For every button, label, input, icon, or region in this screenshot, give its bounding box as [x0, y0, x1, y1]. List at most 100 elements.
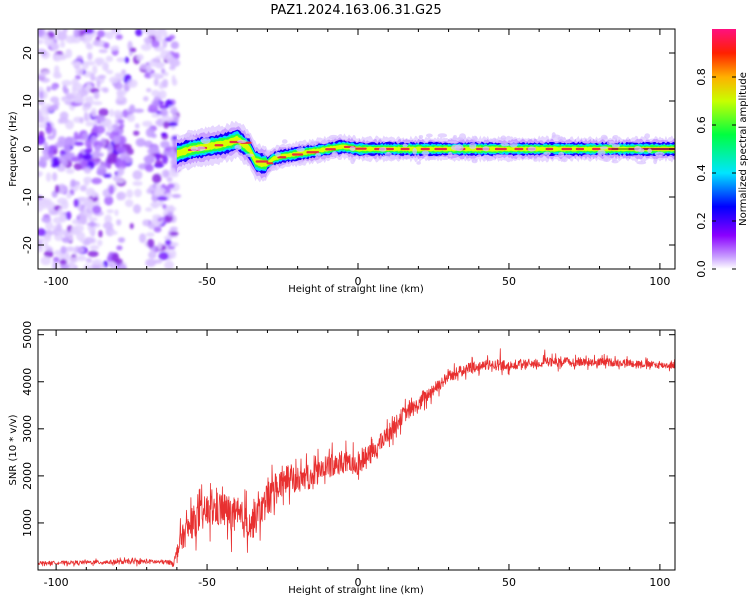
noise-blob: [116, 263, 128, 269]
track-scatter-blob: [184, 132, 194, 140]
noise-blob: [114, 72, 123, 78]
noise-blob: [117, 167, 125, 176]
track-scatter-blob: [296, 147, 305, 153]
noise-blob: [163, 121, 170, 129]
colorbar-tick-label: 0.8: [695, 68, 708, 86]
noise-blob: [73, 198, 79, 208]
noise-blob: [149, 145, 159, 151]
snr-y-tick-label: 2000: [21, 462, 34, 490]
track-scatter-blob: [454, 144, 464, 152]
noise-blob: [44, 109, 50, 116]
noise-blob: [167, 122, 178, 127]
track-scatter-blob: [469, 142, 477, 150]
track-scatter-blob: [262, 152, 270, 157]
snr-y-axis: 1000 2000 3000 4000 5000: [21, 321, 675, 537]
noise-blob: [49, 104, 59, 111]
noise-blob: [85, 121, 95, 127]
track-scatter-blob: [309, 140, 317, 147]
noise-blob: [98, 108, 109, 117]
noise-blob: [79, 214, 88, 225]
noise-blob: [83, 263, 91, 269]
noise-blob: [136, 53, 144, 61]
track-scatter-blob: [412, 147, 417, 155]
track-scatter-blob: [328, 134, 339, 140]
noise-blob: [155, 62, 165, 69]
noise-blob: [73, 131, 79, 140]
noise-blob: [169, 59, 181, 67]
noise-blob: [45, 172, 52, 182]
noise-blob: [108, 76, 120, 84]
noise-blob: [46, 247, 54, 252]
noise-blob: [173, 116, 179, 124]
spectrogram-x-axis: -100 -50 0 50 100: [44, 29, 670, 288]
noise-blob: [111, 45, 120, 51]
noise-blob: [71, 219, 80, 225]
noise-blob: [65, 168, 75, 174]
noise-blob: [133, 204, 142, 214]
noise-blob: [98, 74, 107, 79]
noise-blob: [157, 199, 164, 207]
noise-blob: [171, 194, 182, 199]
noise-blob: [158, 90, 167, 100]
colorbar-tick-label: 0.4: [695, 164, 708, 182]
noise-blob: [94, 145, 101, 153]
track-scatter-blob: [427, 155, 436, 161]
noise-blob: [75, 67, 84, 76]
noise-blob: [45, 125, 53, 135]
noise-blob: [115, 145, 127, 154]
noise-blob: [98, 49, 108, 54]
track-scatter-blob: [234, 144, 242, 151]
noise-blob: [99, 263, 105, 269]
noise-blob: [129, 223, 134, 230]
track-scatter-blob: [654, 151, 665, 157]
noise-blob: [38, 29, 45, 37]
track-scatter-blob: [597, 149, 606, 156]
noise-blob: [168, 34, 176, 40]
noise-blob: [63, 87, 70, 95]
noise-blob: [92, 65, 98, 75]
snr-y-label: SNR (10 * v/v): [8, 414, 19, 485]
track-scatter-blob: [416, 161, 421, 165]
noise-blob: [103, 173, 112, 178]
track-scatter-blob: [543, 151, 551, 156]
snr-y-tick-label: 3000: [21, 415, 34, 443]
noise-blob: [105, 31, 114, 40]
noise-blob: [116, 89, 127, 97]
noise-blob: [82, 153, 93, 161]
track-scatter-blob: [281, 139, 288, 144]
noise-blob: [164, 260, 174, 269]
track-scatter-blob: [296, 160, 304, 164]
noise-blob: [146, 88, 152, 93]
noise-blob: [38, 48, 46, 54]
noise-blob: [83, 179, 90, 187]
noise-blob: [108, 184, 115, 195]
noise-blob: [38, 39, 44, 45]
colorbar: 0.0 0.2 0.4 0.6 0.8 Normalized spectral ampl…: [695, 29, 749, 278]
noise-blob: [105, 131, 110, 136]
noise-blob: [151, 40, 160, 48]
spectrogram-x-tick-label: 100: [649, 275, 670, 288]
track-scatter-blob: [437, 133, 448, 138]
noise-blob: [57, 136, 66, 144]
noise-blob: [97, 115, 106, 123]
noise-blob: [166, 176, 173, 183]
noise-blob: [45, 221, 54, 231]
noise-blob: [43, 250, 54, 258]
noise-blob: [145, 258, 157, 268]
noise-blob: [70, 156, 81, 163]
noise-blob: [65, 35, 76, 44]
noise-blob: [38, 135, 46, 146]
track-scatter-blob: [244, 153, 254, 158]
noise-blob: [46, 86, 51, 93]
noise-blob: [143, 36, 153, 44]
noise-blob: [56, 30, 68, 41]
noise-blob: [164, 193, 173, 198]
noise-blob: [169, 108, 179, 115]
snr-x-tick-label: -100: [44, 576, 69, 589]
noise-blob: [107, 153, 117, 161]
noise-blob: [96, 165, 107, 176]
snr-series-line: [38, 348, 675, 567]
noise-blob: [170, 41, 180, 50]
noise-blob: [113, 110, 122, 117]
noise-blob: [65, 93, 76, 100]
